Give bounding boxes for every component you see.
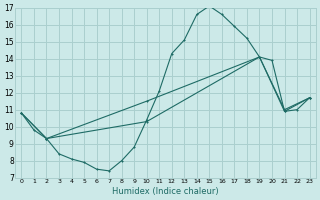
X-axis label: Humidex (Indice chaleur): Humidex (Indice chaleur): [112, 187, 219, 196]
